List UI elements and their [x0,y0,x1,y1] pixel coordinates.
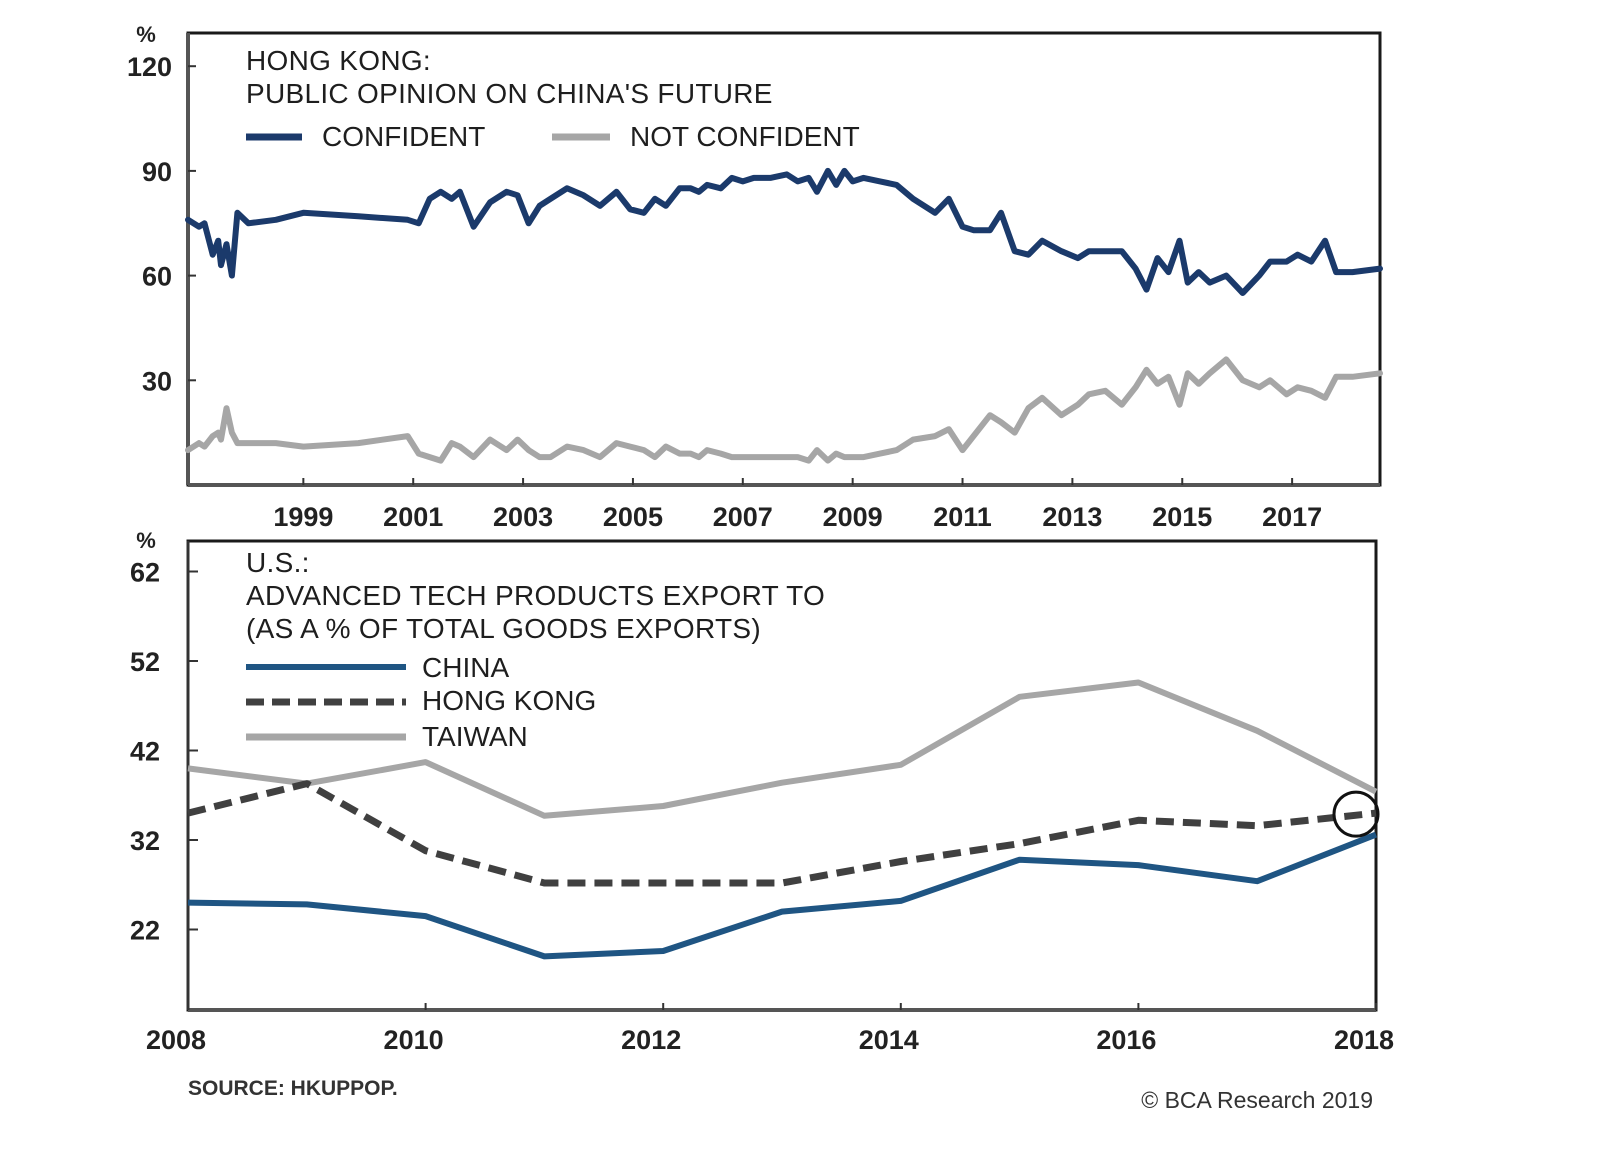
series-line-hong-kong [188,784,1376,883]
bottom-series-group [188,683,1376,957]
bottom-chart-subtitle-2: (AS A % OF TOTAL GOODS EXPORTS) [246,613,761,644]
bottom-legend: CHINA HONG KONG TAIWAN [246,652,596,752]
top-x-tick-label: 2007 [713,502,773,532]
bottom-y-tick-label: 42 [130,737,160,767]
top-y-tick-label: 30 [142,366,172,396]
top-x-tick-label: 2005 [603,502,663,532]
top-y-ticks: 30 60 90 120 [127,52,196,396]
top-legend: CONFIDENT NOT CONFIDENT [246,121,860,152]
top-x-tick-label: 2011 [933,502,992,532]
bottom-x-tick-label: 2014 [859,1025,919,1055]
legend-label-taiwan: TAIWAN [422,721,528,752]
top-y-tick-label: 60 [142,262,172,292]
top-x-tick-label: 1999 [273,502,333,532]
bottom-x-tick-label: 2010 [384,1025,444,1055]
top-y-unit: % [136,22,156,47]
bottom-chart-subtitle: ADVANCED TECH PRODUCTS EXPORT TO [246,580,825,611]
top-x-tick-label: 2013 [1042,502,1102,532]
source-note: SOURCE: HKUPPOP. [188,1077,398,1100]
top-chart-subtitle: PUBLIC OPINION ON CHINA'S FUTURE [246,78,773,109]
bottom-y-tick-label: 22 [130,916,160,946]
bottom-chart: % 22 32 42 52 62 2008 2010 2012 2014 2016 2018 U.… [130,528,1394,1055]
bottom-x-tick-label: 2012 [621,1025,681,1055]
top-y-tick-label: 120 [127,52,172,82]
series-line-china [188,835,1376,957]
bottom-y-unit: % [136,528,156,553]
top-x-tick-label: 2015 [1152,502,1212,532]
top-x-tick-label: 2017 [1262,502,1322,532]
bottom-chart-title: U.S.: [246,547,310,578]
bottom-x-tick-label: 2016 [1096,1025,1156,1055]
top-x-tick-label: 2001 [383,502,443,532]
bottom-y-tick-label: 32 [130,826,160,856]
bottom-y-tick-label: 52 [130,647,160,677]
top-x-tick-label: 2009 [823,502,883,532]
top-series-group [188,171,1380,461]
legend-label-not-confident: NOT CONFIDENT [630,121,860,152]
top-chart-title: HONG KONG: [246,45,431,76]
chart-canvas: % 30 60 90 120 1999 2001 2003 2005 2007 2009 2011… [0,0,1600,1150]
bottom-y-tick-label: 62 [130,558,160,588]
copyright-credit: © BCA Research 2019 [1141,1087,1373,1113]
legend-label-china: CHINA [422,652,509,683]
legend-label-confident: CONFIDENT [322,121,485,152]
bottom-x-tick-label: 2008 [146,1025,206,1055]
series-line-confident [188,171,1380,293]
top-chart: % 30 60 90 120 1999 2001 2003 2005 2007 2009 2011… [127,22,1380,532]
top-y-tick-label: 90 [142,157,172,187]
series-line-not-confident [188,359,1380,460]
top-x-tick-label: 2003 [493,502,553,532]
legend-label-hong-kong: HONG KONG [422,685,596,716]
bottom-x-tick-label: 2018 [1334,1025,1394,1055]
